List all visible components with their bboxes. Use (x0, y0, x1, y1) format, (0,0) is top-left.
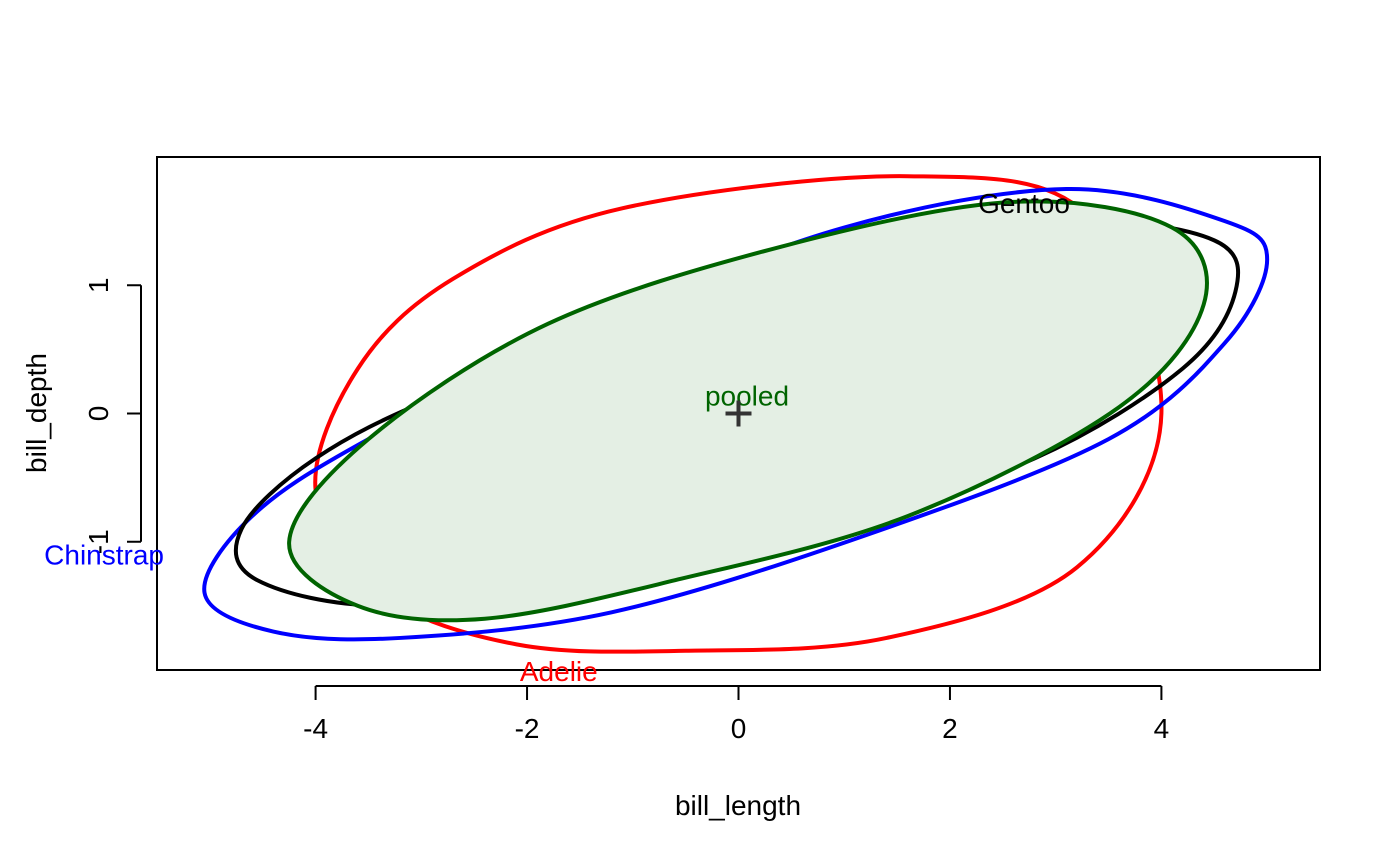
ellipse-label-adelie: Adelie (520, 656, 598, 687)
x-tick-label: 4 (1154, 713, 1170, 744)
x-tick-label: -4 (303, 713, 328, 744)
x-axis-title: bill_length (675, 790, 801, 821)
y-axis: -1 0 1 (83, 278, 142, 554)
plot-frame (156, 156, 1321, 671)
x-tick-label: -2 (515, 713, 540, 744)
y-tick-label: 0 (83, 406, 114, 422)
ellipse-pooled (287, 199, 1209, 623)
ellipse-label-pooled: pooled (705, 380, 789, 411)
x-axis: -4 -2 0 2 4 (303, 685, 1170, 744)
x-tick-label: 2 (942, 713, 958, 744)
ellipse-label-chinstrap: Chinstrap (44, 539, 164, 570)
y-axis-title: bill_depth (21, 353, 52, 473)
x-tick-label: 0 (731, 713, 747, 744)
center-plus-icon (725, 400, 752, 427)
ellipse-layer (202, 174, 1270, 654)
ellipse-chinstrap (202, 187, 1270, 642)
y-tick-label: -1 (83, 529, 114, 554)
ellipse-label-gentoo: Gentoo (978, 188, 1070, 219)
y-tick-label: 1 (83, 278, 114, 294)
label-layer: Adelie Chinstrap Gentoo pooled (44, 188, 1070, 687)
